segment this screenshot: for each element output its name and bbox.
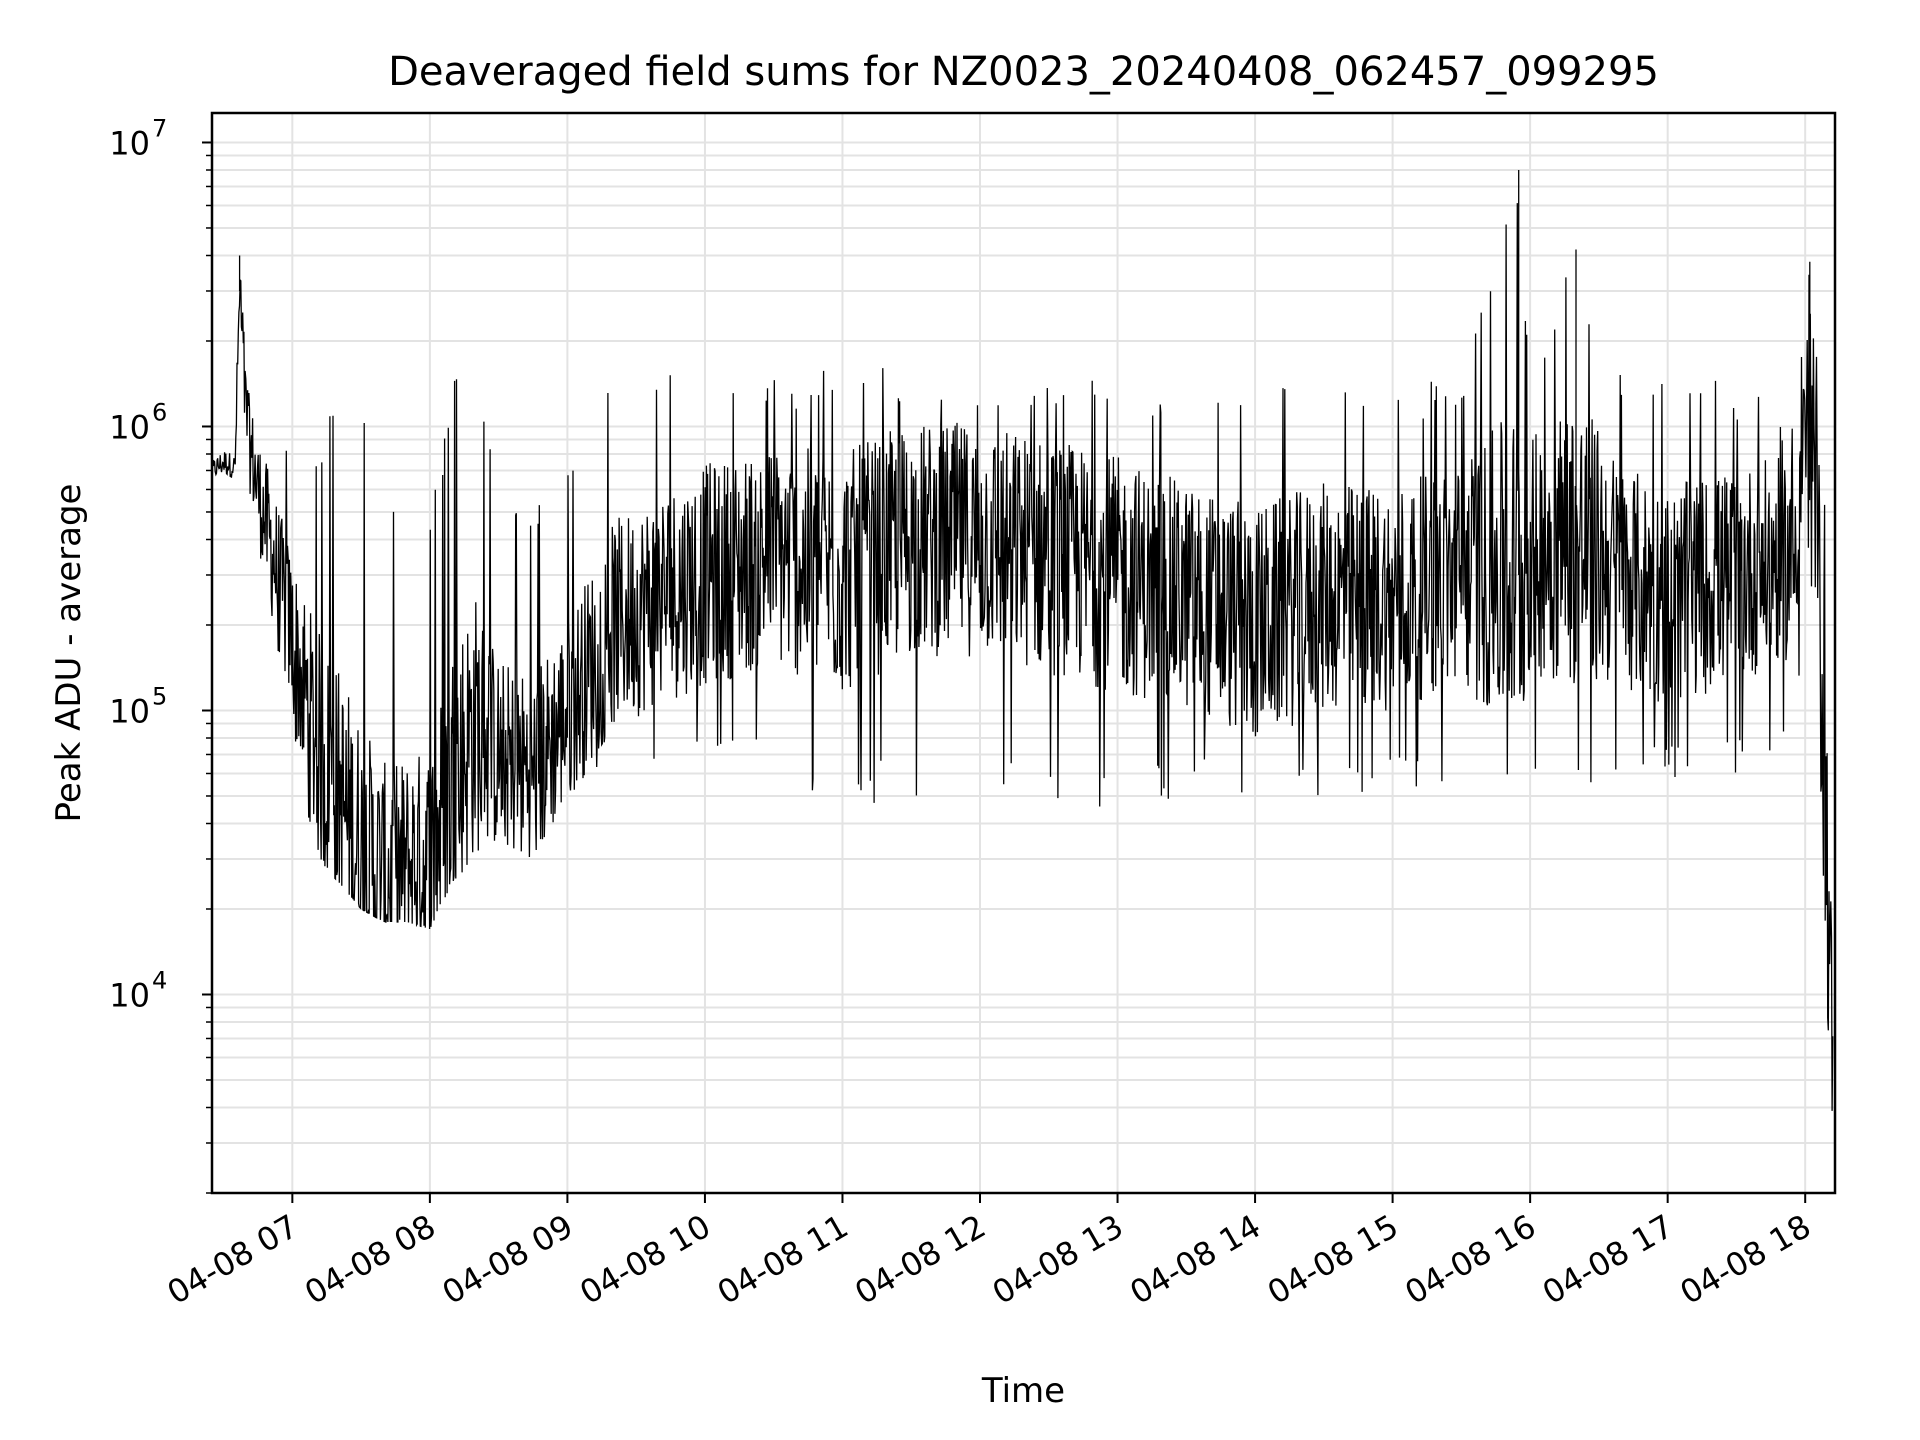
y-tick-label: 10 bbox=[109, 408, 150, 446]
y-tick-exponent: 6 bbox=[152, 398, 167, 426]
y-tick-label: 10 bbox=[109, 976, 150, 1014]
x-axis-label: Time bbox=[981, 1371, 1065, 1411]
y-tick-label: 10 bbox=[109, 124, 150, 162]
y-tick-label: 10 bbox=[109, 692, 150, 730]
chart-title: Deaveraged field sums for NZ0023_2024040… bbox=[388, 49, 1659, 95]
series-line bbox=[211, 170, 1834, 1111]
plot-frame bbox=[210, 111, 1837, 1195]
y-tick-exponent: 5 bbox=[152, 682, 167, 710]
y-tick-exponent: 4 bbox=[152, 966, 167, 994]
series-layer bbox=[211, 170, 1834, 1111]
y-tick-exponent: 7 bbox=[152, 114, 167, 142]
y-axis-label: Peak ADU - average bbox=[49, 484, 89, 823]
